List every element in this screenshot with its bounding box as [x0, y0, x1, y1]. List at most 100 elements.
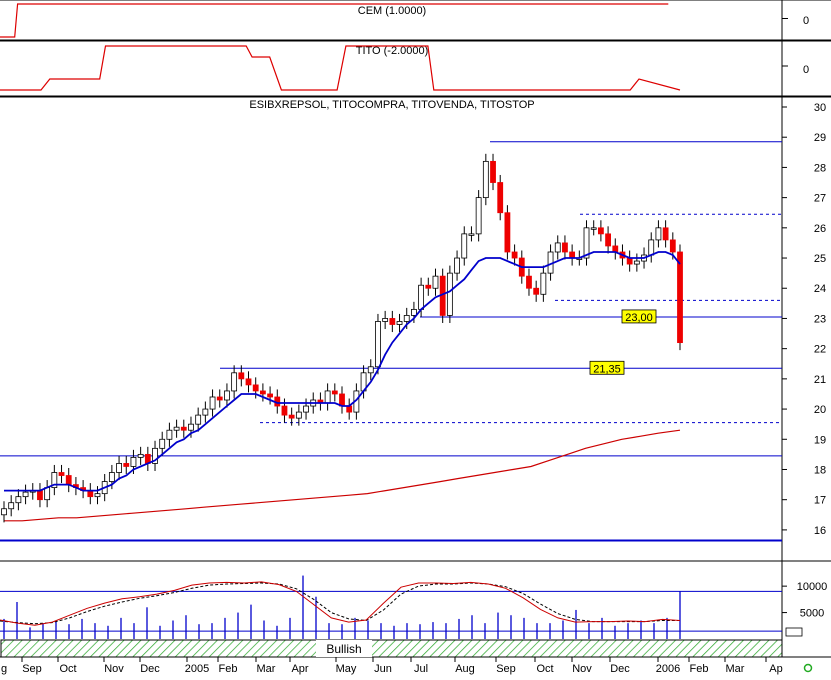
price-badge	[589, 360, 625, 375]
candle	[396, 321, 403, 325]
candle	[1, 508, 7, 516]
status-bar-label: Bullish	[326, 642, 361, 656]
candle	[382, 318, 389, 322]
volume-scale-box	[785, 627, 803, 637]
candle	[597, 227, 604, 235]
x-axis-label: Mar	[726, 663, 745, 675]
tito-line	[0, 45, 681, 91]
candle	[152, 447, 158, 464]
price-y-tick-label: 22	[814, 344, 826, 356]
candle	[605, 233, 611, 247]
candle	[231, 372, 238, 392]
price-badge-label: 23,00	[625, 312, 653, 324]
x-axis-label: Mar	[257, 663, 276, 675]
candle	[188, 423, 194, 431]
price-y-tick-label: 28	[814, 162, 826, 174]
candle	[267, 393, 273, 398]
candle	[367, 366, 374, 374]
x-axis-label: Jul	[414, 663, 428, 675]
candle	[540, 272, 547, 295]
candle	[511, 251, 518, 259]
sma-fast-line	[4, 251, 681, 492]
candle	[209, 396, 216, 410]
price-panel: ESIBXREPSOL, TITOCOMPRA, TITOVENDA, TITO…	[0, 99, 826, 542]
candle	[533, 287, 540, 295]
tito-title: TITO (-2.0000)	[356, 45, 429, 57]
candle	[454, 257, 460, 274]
price-y-tick-label: 25	[814, 253, 826, 265]
candle	[288, 414, 295, 419]
candle	[662, 227, 669, 241]
x-axis-label: Feb	[219, 663, 238, 675]
candle	[137, 453, 144, 458]
candle	[281, 405, 288, 416]
cem-y-tick: 0	[803, 15, 809, 27]
candle	[490, 160, 496, 183]
candle	[339, 393, 345, 407]
status-indicator-icon[interactable]	[803, 663, 813, 673]
candle	[166, 429, 173, 440]
status-bar: Bullish	[0, 639, 813, 673]
candle	[238, 372, 245, 380]
volume-y-tick-label: 10000	[797, 581, 828, 593]
status-bar-label-box	[316, 640, 372, 657]
candle	[58, 472, 65, 476]
candle	[108, 472, 115, 482]
candle	[123, 463, 130, 467]
price-title: ESIBXREPSOL, TITOCOMPRA, TITOVENDA, TITO…	[249, 99, 534, 111]
x-axis-label: g	[1, 663, 7, 675]
candle	[655, 227, 662, 241]
candle	[677, 251, 683, 344]
candle	[324, 390, 331, 404]
candle	[180, 426, 187, 431]
candle	[173, 426, 180, 431]
tito-panel: TITO (-2.0000) 0	[0, 45, 809, 91]
candle	[159, 438, 166, 449]
price-y-tick-label: 20	[814, 404, 826, 416]
x-axis-label: May	[336, 663, 357, 675]
candle	[497, 182, 504, 214]
x-axis-label: Nov	[104, 663, 124, 675]
candle	[224, 390, 230, 401]
x-axis-label: 2006	[656, 663, 680, 675]
candle	[590, 227, 597, 230]
price-y-tick-label: 18	[814, 464, 826, 476]
candle	[626, 257, 633, 265]
candle	[130, 456, 137, 467]
tito-y-tick: 0	[803, 64, 809, 76]
x-axis-label: Ap	[769, 663, 782, 675]
candle	[22, 491, 29, 498]
price-y-tick-label: 27	[814, 193, 826, 205]
price-y-tick-label: 16	[814, 525, 826, 537]
candle	[37, 490, 43, 501]
x-axis: g Sep Oct Nov Dec 2005 Feb Mar Apr May Jun Jul Aug Se…	[1, 657, 783, 675]
candle	[446, 272, 453, 316]
candle	[295, 411, 302, 419]
x-axis-label: Aug	[455, 663, 475, 675]
candle	[346, 405, 353, 413]
volume-oscillator-line	[0, 581, 681, 626]
x-axis-label: 2005	[185, 663, 209, 675]
candle	[468, 233, 475, 236]
x-axis-label: Nov	[572, 663, 592, 675]
candle	[648, 239, 655, 256]
candle	[504, 212, 511, 253]
candle	[252, 384, 259, 392]
candle	[583, 227, 590, 259]
price-y-tick-label: 24	[814, 283, 826, 295]
candle	[475, 197, 482, 235]
candle	[8, 502, 15, 510]
candle	[15, 496, 22, 504]
x-axis-label: Apr	[291, 663, 308, 675]
candle	[375, 321, 381, 368]
candle	[87, 490, 94, 498]
candle	[195, 414, 202, 425]
x-axis-label: Dec	[140, 663, 160, 675]
candle	[432, 275, 439, 289]
cem-line	[0, 3, 669, 38]
status-bar-background	[0, 639, 783, 658]
candle	[411, 308, 417, 316]
candle	[389, 318, 396, 325]
cem-panel: CEM (1.0000) 0	[0, 3, 809, 38]
